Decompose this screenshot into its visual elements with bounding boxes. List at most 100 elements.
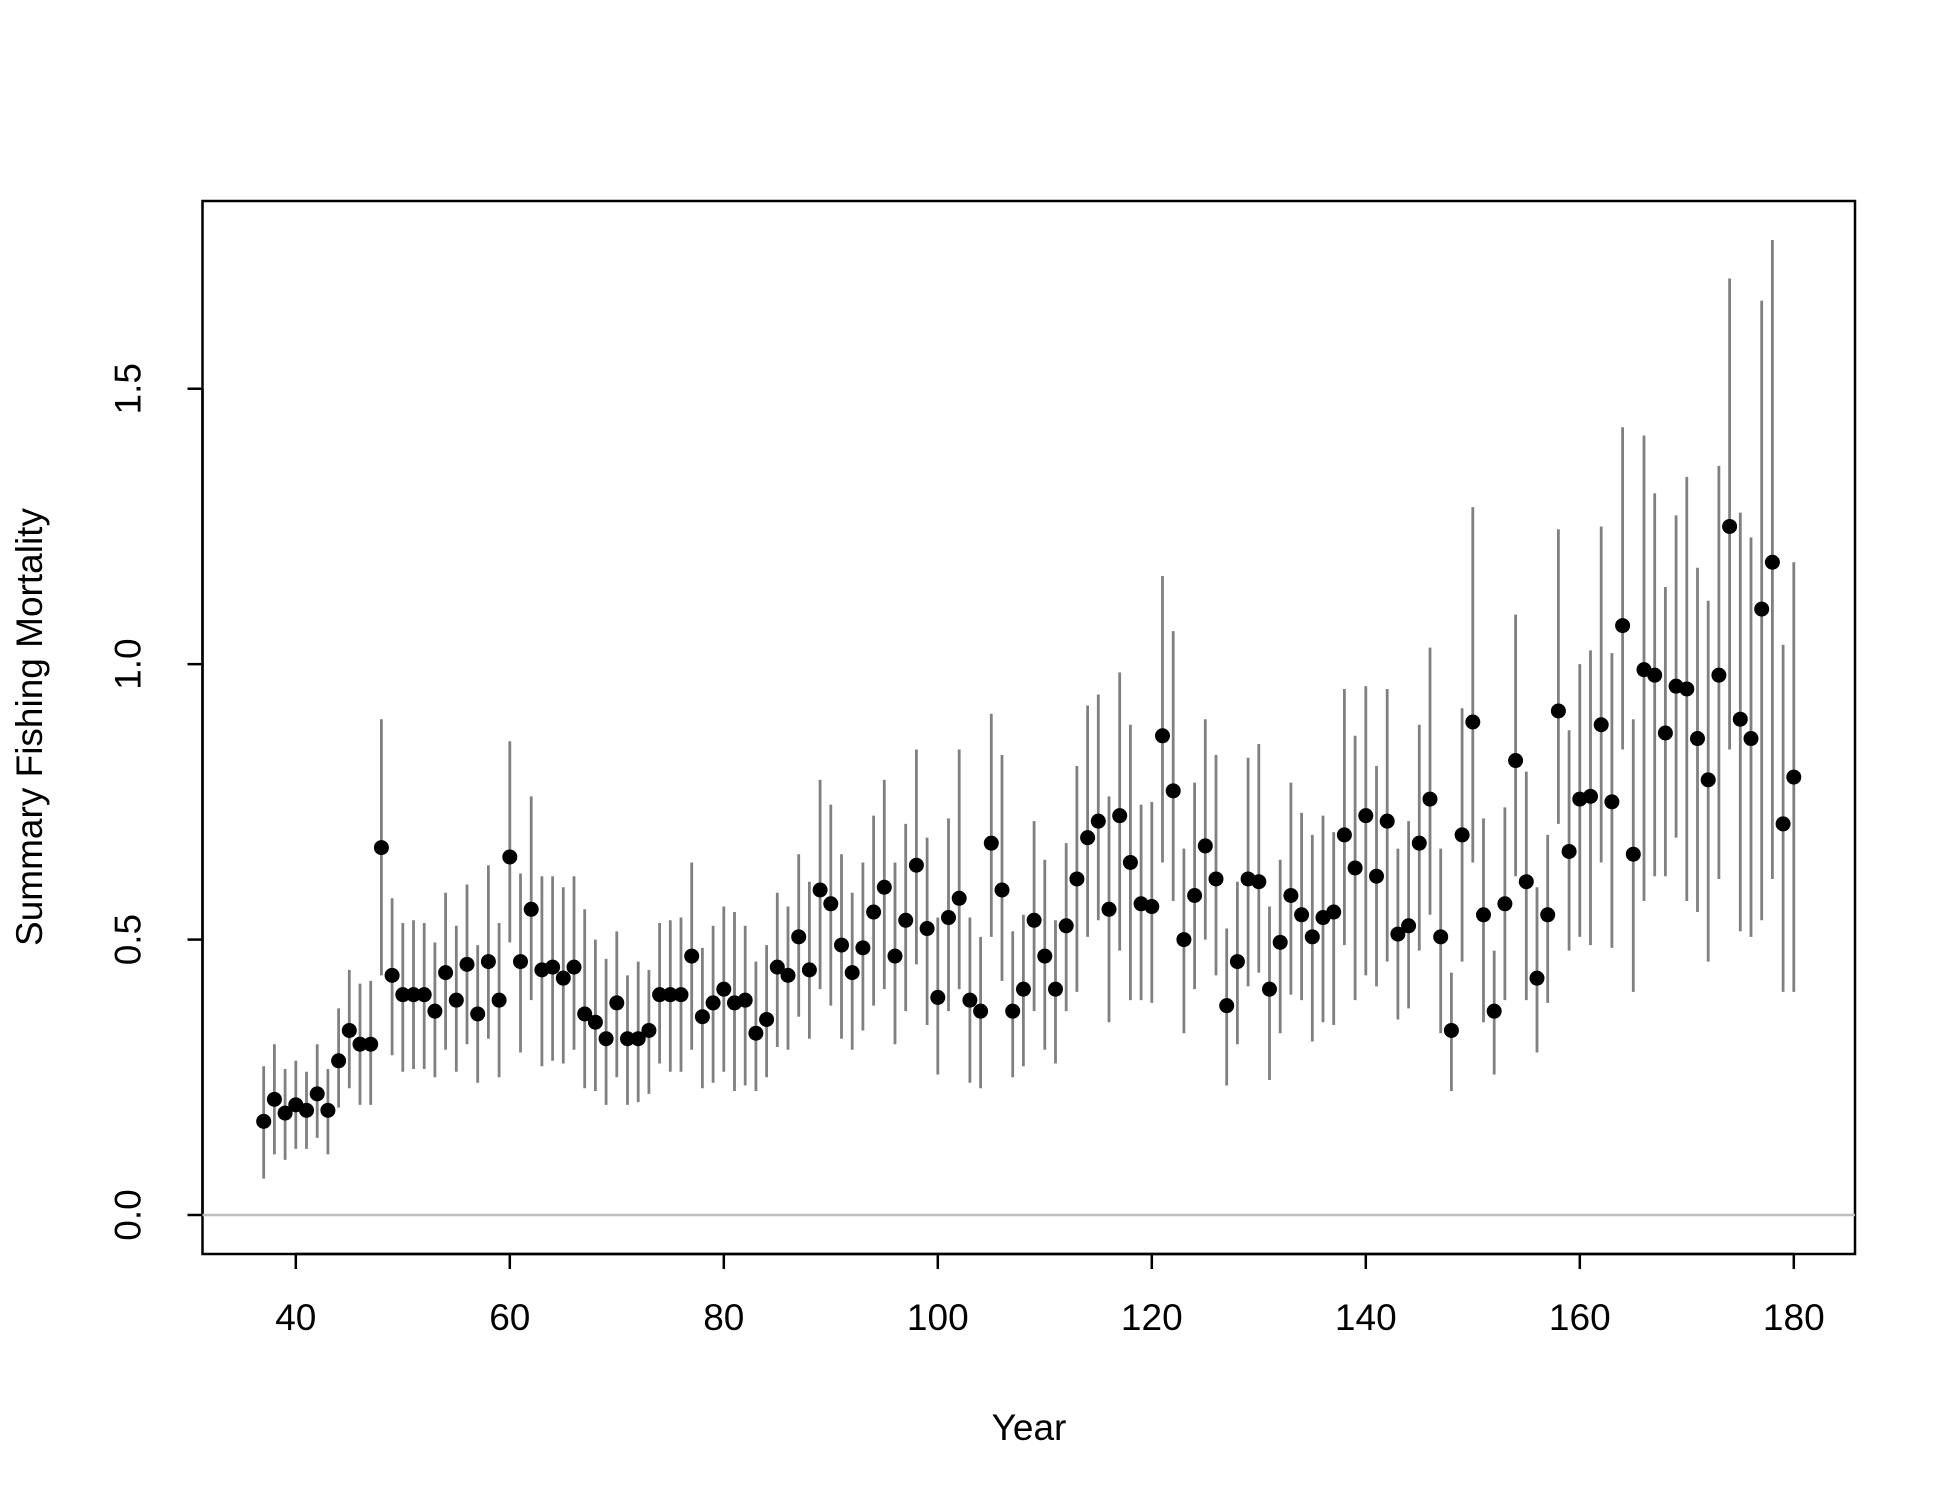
- point: [406, 987, 422, 1003]
- x-tick-label: 60: [489, 1297, 530, 1338]
- point: [1219, 998, 1235, 1014]
- point: [1764, 554, 1780, 570]
- point: [1497, 896, 1513, 912]
- point: [1069, 871, 1085, 887]
- point: [1261, 981, 1277, 997]
- point: [1540, 907, 1556, 923]
- point: [1786, 769, 1802, 785]
- point: [459, 956, 475, 972]
- point: [1518, 874, 1534, 890]
- point: [545, 959, 561, 975]
- y-tick-label: 0.5: [107, 914, 148, 965]
- point: [1058, 918, 1074, 934]
- point: [1390, 926, 1406, 942]
- point: [951, 890, 967, 906]
- point: [759, 1011, 775, 1027]
- point: [673, 987, 689, 1003]
- point: [1454, 827, 1470, 843]
- x-tick-label: 100: [907, 1297, 969, 1338]
- point: [384, 967, 400, 983]
- point: [630, 1031, 646, 1047]
- point: [876, 879, 892, 895]
- point: [1326, 904, 1342, 920]
- y-axis-label: Summary Fishing Mortality: [9, 508, 50, 946]
- point: [1508, 753, 1524, 769]
- point: [962, 992, 978, 1008]
- point: [1561, 843, 1577, 859]
- point: [898, 912, 914, 928]
- point: [1475, 907, 1491, 923]
- point: [1080, 830, 1096, 846]
- point: [1465, 714, 1481, 730]
- point: [1122, 854, 1138, 870]
- point: [320, 1102, 336, 1118]
- point: [1615, 618, 1631, 634]
- x-tick-label: 80: [703, 1297, 744, 1338]
- point: [1604, 794, 1620, 810]
- point: [1272, 934, 1288, 950]
- point: [919, 921, 935, 937]
- point: [694, 1009, 710, 1025]
- point: [866, 904, 882, 920]
- point: [1154, 728, 1170, 744]
- point: [1336, 827, 1352, 843]
- point: [1294, 907, 1310, 923]
- point: [609, 995, 625, 1011]
- point: [331, 1053, 347, 1069]
- point: [1486, 1003, 1502, 1019]
- point: [1625, 846, 1641, 862]
- point: [1754, 601, 1770, 617]
- point: [748, 1025, 764, 1041]
- point: [1433, 929, 1449, 945]
- point: [1732, 711, 1748, 727]
- point: [1422, 791, 1438, 807]
- point: [256, 1113, 272, 1129]
- point: [309, 1086, 325, 1102]
- point: [930, 989, 946, 1005]
- point: [620, 1031, 636, 1047]
- point: [448, 992, 464, 1008]
- point: [416, 987, 432, 1003]
- point: [662, 987, 678, 1003]
- point: [1711, 667, 1727, 683]
- point: [941, 910, 957, 926]
- point: [1411, 835, 1427, 851]
- point: [1722, 518, 1738, 534]
- point: [823, 896, 839, 912]
- point: [438, 965, 454, 981]
- point: [1529, 970, 1545, 986]
- point: [1283, 888, 1299, 904]
- point: [1689, 731, 1705, 747]
- point: [1197, 838, 1213, 854]
- point: [266, 1091, 282, 1107]
- point: [1582, 788, 1598, 804]
- point: [373, 840, 389, 856]
- point: [1047, 981, 1063, 997]
- point: [887, 948, 903, 964]
- point: [769, 959, 785, 975]
- point: [1550, 703, 1566, 719]
- point: [598, 1031, 614, 1047]
- point: [427, 1003, 443, 1019]
- point: [1775, 816, 1791, 832]
- point: [470, 1006, 486, 1022]
- point: [994, 882, 1010, 898]
- point: [1112, 808, 1128, 824]
- point: [341, 1022, 357, 1038]
- point: [1144, 899, 1160, 915]
- point: [1026, 912, 1042, 928]
- y-tick-label: 1.5: [107, 363, 148, 414]
- point: [801, 962, 817, 978]
- x-tick-label: 40: [275, 1297, 316, 1338]
- y-tick-label: 0.0: [107, 1189, 148, 1240]
- point: [737, 992, 753, 1008]
- point: [983, 835, 999, 851]
- point: [855, 940, 871, 956]
- point: [1304, 929, 1320, 945]
- point: [1037, 948, 1053, 964]
- x-tick-label: 140: [1335, 1297, 1397, 1338]
- point: [555, 970, 571, 986]
- point: [1593, 717, 1609, 733]
- point: [363, 1036, 379, 1052]
